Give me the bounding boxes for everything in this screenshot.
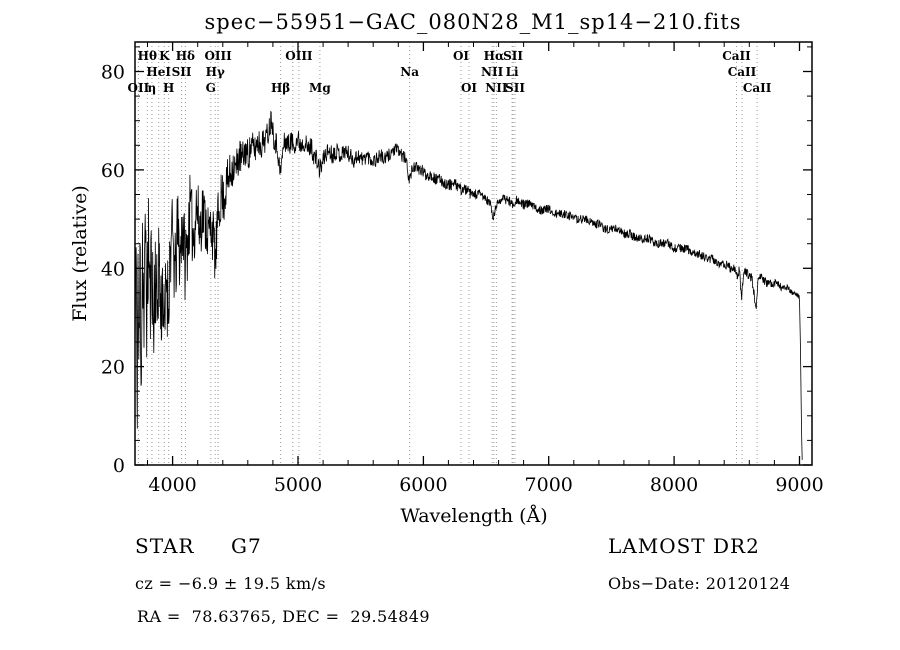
spectral-line-label: K — [159, 49, 170, 63]
spectral-line-label: η — [148, 81, 157, 95]
y-tick-label: 60 — [101, 160, 125, 182]
x-tick-label: 8000 — [650, 474, 698, 496]
spectral-line-label: NII — [485, 81, 508, 95]
spectral-line-label: NII — [481, 65, 504, 79]
spectral-line-label: G — [206, 81, 216, 95]
spectral-line-label: OIII — [285, 49, 313, 63]
spectral-line-label: Na — [400, 65, 419, 79]
spectral-line-label: CaII — [722, 49, 751, 63]
y-tick-label: 0 — [113, 455, 125, 477]
cz-value: cz = −6.9 ± 19.5 km/s — [135, 574, 326, 593]
survey-name: LAMOST DR2 — [608, 534, 760, 558]
y-axis-label: Flux (relative) — [69, 185, 91, 322]
spectral-line-label: OI — [453, 49, 469, 63]
spectrum-trace — [134, 110, 803, 460]
spectral-line-label: Hθ — [138, 49, 157, 63]
spectral-line-label: HeI — [146, 65, 171, 79]
x-tick-label: 4000 — [148, 474, 196, 496]
x-tick-label: 5000 — [274, 474, 322, 496]
spectral-line-label: Hγ — [206, 65, 225, 79]
spectral-line-label: OIII — [204, 49, 232, 63]
x-tick-label: 6000 — [399, 474, 447, 496]
spectral-line-label: CaII — [743, 81, 772, 95]
spectral-line-label: Hβ — [271, 81, 290, 95]
spectral-line-label: H — [163, 81, 174, 95]
chart-title: spec−55951−GAC_080N28_M1_sp14−210.fits — [205, 10, 742, 34]
spectral-line-label: CaII — [728, 65, 757, 79]
spectral-line-label: OII — [128, 81, 150, 95]
subclass-label: G7 — [231, 534, 262, 558]
spectral-line-label: Hα — [484, 49, 505, 63]
spectral-line-label: SII — [503, 49, 523, 63]
plot-area: OII Hθ η HeI K H SII Hδ G Hγ OIII Hβ OIII Mg Na OI OI NII… — [69, 41, 824, 527]
x-tick-label: 9000 — [775, 474, 823, 496]
spectral-line-label: SII — [172, 65, 192, 79]
ra-dec-value: RA = 78.63765, DEC = 29.54849 — [137, 607, 430, 626]
y-tick-label: 80 — [101, 62, 125, 84]
object-type-label: STAR — [135, 534, 194, 558]
y-tick-label: 20 — [101, 357, 125, 379]
spectral-line-label: Hδ — [176, 49, 195, 63]
spectral-line-label: SII — [505, 81, 525, 95]
x-axis-label: Wavelength (Å) — [400, 505, 547, 527]
y-tick-label: 40 — [101, 258, 125, 280]
obs-date: Obs−Date: 20120124 — [608, 574, 790, 593]
spectral-line-label: Li — [506, 65, 519, 79]
spectral-line-label: OI — [461, 81, 477, 95]
x-tick-label: 7000 — [525, 474, 573, 496]
plot-frame — [134, 41, 813, 466]
spectral-line-label: Mg — [309, 81, 331, 95]
